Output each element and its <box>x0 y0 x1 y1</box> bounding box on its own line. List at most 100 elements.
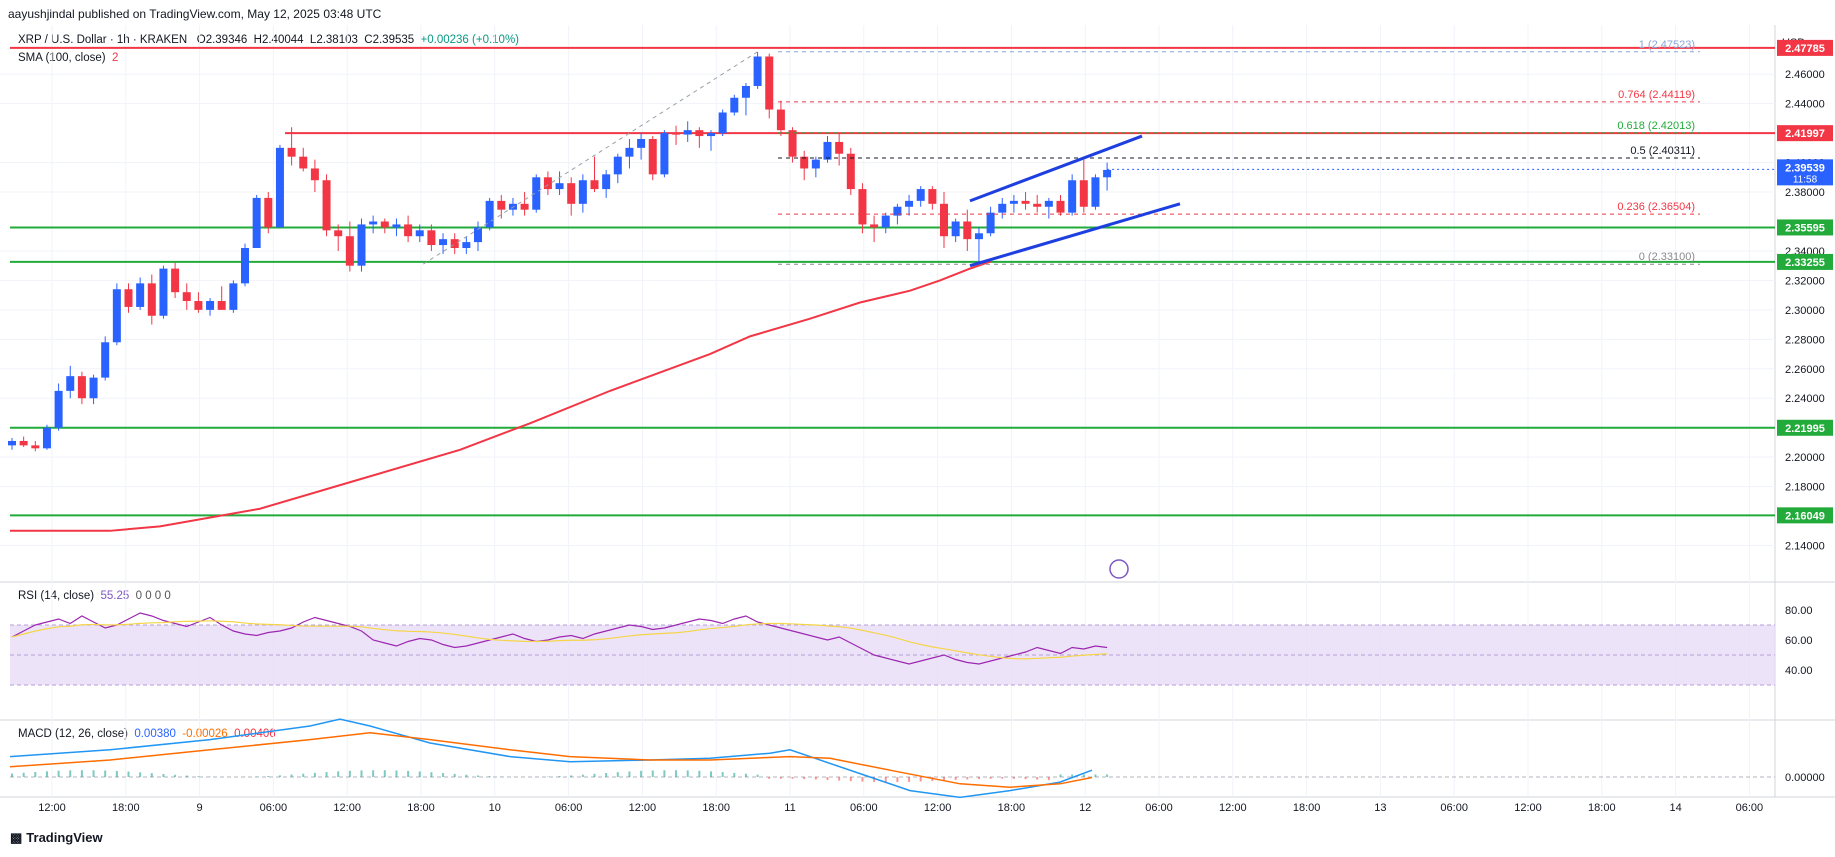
macd-histogram-bar <box>1059 774 1062 777</box>
channel-lower-line <box>969 202 1181 268</box>
level-price-label: 2.35595 <box>1785 222 1825 234</box>
macd-signal-value: -0.00026 <box>182 728 228 740</box>
macd-histogram-bar <box>11 773 13 777</box>
candle-body <box>392 224 401 228</box>
rsi-line <box>11 612 1108 665</box>
tradingview-logo[interactable]: ▩ TradingView <box>10 830 103 846</box>
macd-histogram-bar <box>849 777 852 782</box>
rsi-tick-label: 60.00 <box>1785 635 1813 647</box>
macd-histogram-bar <box>488 776 491 777</box>
candle-body <box>112 289 121 343</box>
price-tick-label: 2.46000 <box>1785 69 1825 81</box>
macd-histogram-bar <box>838 777 841 781</box>
macd-histogram-bar <box>861 777 864 782</box>
macd-histogram-bar <box>1047 777 1050 781</box>
candle-body <box>555 183 564 190</box>
time-tick-label: 12:00 <box>924 802 952 814</box>
sma-legend[interactable]: SMA (100, close) 2 <box>18 52 118 64</box>
candle-body <box>765 56 774 110</box>
candle-body <box>415 230 424 237</box>
macd-histogram-bar <box>313 772 316 777</box>
price-tick-label: 2.32000 <box>1785 275 1825 287</box>
time-tick-label: 06:00 <box>260 802 288 814</box>
sma-100-line <box>10 260 992 532</box>
candle-body <box>357 224 366 266</box>
macd-histogram-bar <box>442 773 445 777</box>
macd-histogram-bar <box>185 775 188 777</box>
price-tick-label: 2.18000 <box>1785 482 1825 494</box>
time-tick-label: 06:00 <box>1145 802 1173 814</box>
candle-body <box>54 390 63 428</box>
macd-histogram-bar <box>756 774 759 777</box>
macd-histogram-bar <box>884 777 887 783</box>
fib-trend-line <box>422 51 758 265</box>
candle-body <box>940 203 948 237</box>
macd-histogram-bar <box>115 770 118 777</box>
macd-histogram-bar <box>80 770 83 777</box>
macd-legend[interactable]: MACD (12, 26, close) 0.00380 -0.00026 0.… <box>18 728 276 740</box>
macd-histogram-bar <box>651 770 654 777</box>
level-price-label: 2.41997 <box>1785 128 1825 140</box>
candle-body <box>474 227 482 243</box>
candle-body <box>905 200 914 207</box>
candle-body <box>182 292 191 302</box>
time-tick-label: 11 <box>784 802 795 814</box>
candle-body <box>310 168 319 181</box>
time-tick-label: 18:00 <box>1293 802 1321 814</box>
rsi-legend[interactable]: RSI (14, close) 55.25 0 0 0 0 <box>18 590 171 602</box>
candle-body <box>870 224 879 228</box>
macd-histogram-bar <box>69 770 72 777</box>
candle-body <box>287 147 296 157</box>
level-price-label: 2.21995 <box>1785 423 1825 435</box>
macd-histogram-bar <box>372 770 375 777</box>
candle-body <box>672 133 681 135</box>
macd-line <box>9 718 1093 799</box>
candle-body <box>741 85 750 98</box>
candle-body <box>275 147 284 228</box>
candle-body <box>1056 200 1065 213</box>
candle-body <box>101 342 110 378</box>
macd-label: MACD (12, 26, close) <box>18 728 128 740</box>
rsi-tick-label: 80.00 <box>1785 605 1813 617</box>
macd-histogram-bar <box>453 773 456 777</box>
candle-body <box>974 233 983 240</box>
candle-body <box>835 141 844 154</box>
macd-histogram-bar <box>989 777 992 779</box>
macd-histogram-bar <box>57 770 60 777</box>
macd-histogram-bar <box>663 770 666 777</box>
publish-credit: aayushjindal published on TradingView.co… <box>8 7 382 21</box>
candle-body <box>66 376 75 391</box>
candle-body <box>159 268 168 316</box>
candle-body <box>590 180 599 190</box>
time-tick-label: 06:00 <box>850 802 878 814</box>
time-tick-label: 10 <box>489 802 501 814</box>
macd-histogram-bar <box>908 777 911 782</box>
fib-level-label: 0.618 (2.42013) <box>1617 120 1695 132</box>
macd-histogram-bar <box>977 777 980 780</box>
macd-histogram-bar <box>34 771 37 777</box>
time-tick-label: 06:00 <box>1440 802 1468 814</box>
candle-body <box>8 440 16 446</box>
time-tick-label: 12:00 <box>1219 802 1247 814</box>
close-value: C2.39535 <box>364 34 415 46</box>
candle-body <box>963 221 972 240</box>
macd-tick-label: 0.00000 <box>1785 772 1825 784</box>
price-tick-label: 2.30000 <box>1785 305 1825 317</box>
macd-histogram-bar <box>803 777 806 780</box>
macd-histogram-bar <box>1001 777 1004 779</box>
macd-histogram-bar <box>593 773 596 777</box>
level-price-label: 2.47785 <box>1785 43 1825 55</box>
candle-body <box>252 197 261 248</box>
candle-body <box>404 224 413 237</box>
candle-body <box>602 174 611 190</box>
macd-histogram-bar <box>919 777 922 782</box>
time-tick-label: 12:00 <box>629 802 657 814</box>
sma-label: SMA (100, close) <box>18 52 106 64</box>
candle-body <box>648 139 657 175</box>
macd-histogram-bar <box>139 772 142 777</box>
macd-histogram-bar <box>896 777 899 783</box>
candle-body <box>1033 203 1042 207</box>
macd-signal-line <box>9 732 1093 788</box>
macd-histogram-bar <box>104 770 107 777</box>
